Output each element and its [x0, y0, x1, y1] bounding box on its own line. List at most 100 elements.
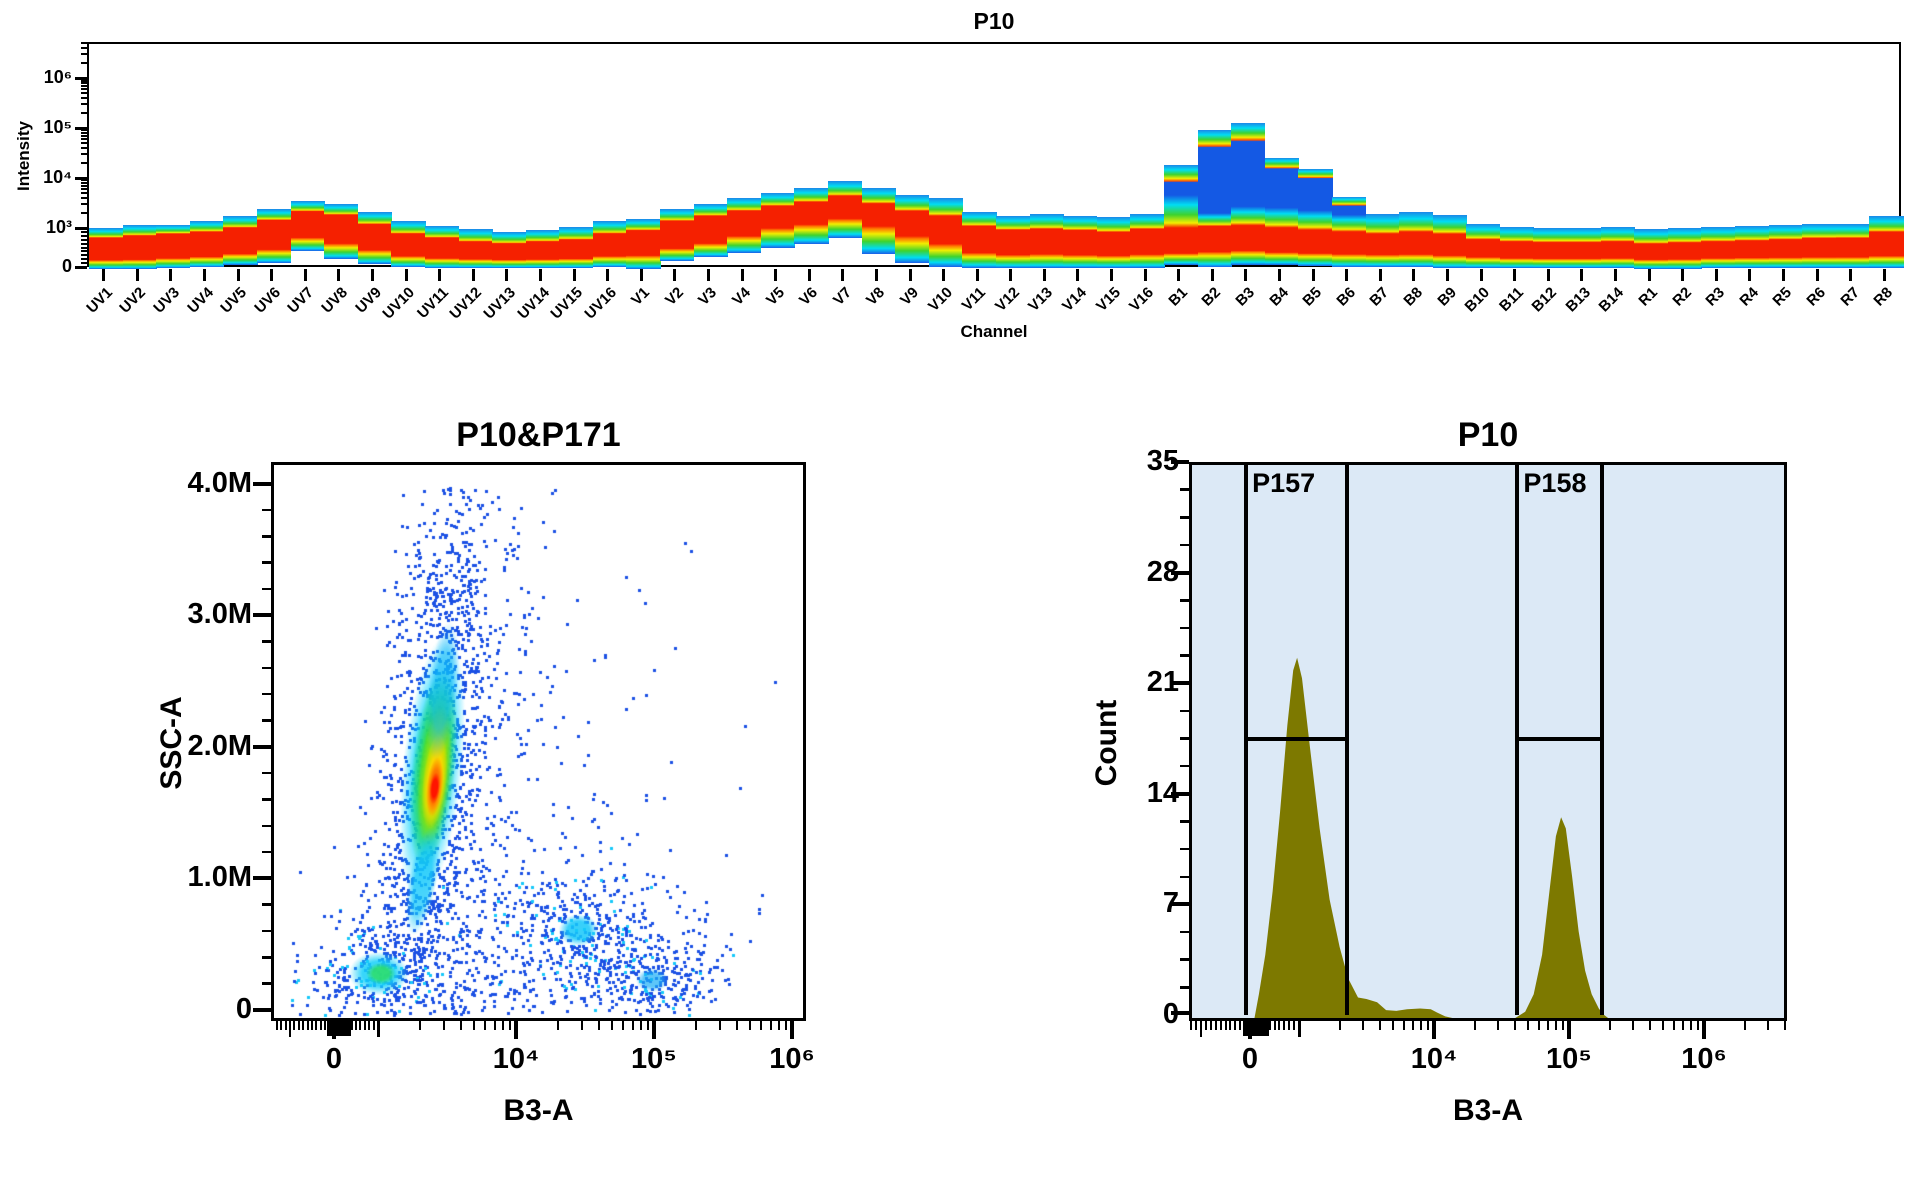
histogram-curve	[1254, 657, 1609, 1018]
x-minor-tick	[1190, 1021, 1193, 1030]
histogram-y-minor-tick	[1180, 986, 1189, 989]
spectral-x-tick	[740, 269, 744, 281]
x-minor-tick	[1273, 1021, 1276, 1030]
histogram-y-minor-tick	[1180, 543, 1189, 547]
scatter-y-minor-tick	[262, 587, 271, 591]
spectral-column-V6	[794, 188, 829, 244]
scatter-y-major-tick	[253, 744, 271, 749]
spectral-y-minor-tick	[81, 112, 87, 115]
spectral-y-minor-tick	[81, 197, 87, 199]
x-tick-label: 10⁴	[1410, 1043, 1458, 1075]
x-minor-tick	[1527, 1021, 1530, 1030]
x-minor-tick	[1632, 1021, 1635, 1030]
spectral-column-UV2	[122, 225, 157, 269]
spectral-y-minor-tick	[81, 203, 87, 206]
spectral-column-R3	[1701, 227, 1736, 269]
gate-bar-P157	[1246, 736, 1348, 741]
scatter-y-tick-label: 4.0M	[187, 466, 252, 499]
histogram-y-major-tick	[1171, 570, 1189, 575]
histogram-plot-area	[1189, 462, 1787, 1021]
histogram-y-minor-tick	[1180, 709, 1189, 713]
spectral-column-B13	[1567, 228, 1602, 269]
x-minor-tick	[1696, 1021, 1699, 1030]
x-major-tick	[332, 1021, 336, 1039]
x-minor-tick	[306, 1021, 309, 1030]
x-minor-tick	[1239, 1021, 1242, 1030]
scatter-y-minor-tick	[262, 561, 271, 564]
x-minor-tick	[1268, 1021, 1271, 1030]
x-minor-tick	[1392, 1021, 1395, 1030]
histogram-y-major-tick	[1171, 1011, 1189, 1015]
spectral-y-minor-tick	[81, 138, 87, 141]
histogram-y-minor-tick	[1180, 516, 1189, 519]
spectral-column-UV1	[89, 228, 124, 269]
scatter-y-minor-tick	[262, 824, 271, 828]
gate-line-right-P157	[1345, 462, 1350, 1015]
spectral-column-B5	[1298, 168, 1333, 267]
histogram-y-tick-label: 7	[1162, 887, 1179, 920]
scatter-y-minor-tick	[262, 508, 271, 512]
spectral-x-tick	[1882, 269, 1886, 281]
scatter-x-axis-label: B3-A	[503, 1094, 574, 1127]
spectral-column-V9	[895, 195, 930, 263]
spectral-y-minor-tick	[81, 192, 87, 195]
scatter-y-tick-label: 1.0M	[187, 861, 252, 894]
x-minor-tick	[556, 1021, 559, 1030]
scatter-y-minor-tick	[262, 771, 271, 775]
spectral-y-minor-tick	[81, 162, 87, 165]
x-minor-tick	[368, 1021, 371, 1030]
x-minor-tick	[1229, 1021, 1232, 1030]
spectral-x-tick	[1009, 269, 1013, 281]
scatter-y-tick-label: 0	[235, 993, 252, 1025]
spectral-column-V15	[1096, 216, 1131, 269]
x-minor-tick	[1362, 1021, 1365, 1030]
spectral-x-tick	[102, 269, 106, 281]
spectral-y-minor-tick	[81, 258, 87, 261]
spectral-x-tick	[438, 269, 442, 281]
spectral-y-minor-tick	[81, 103, 87, 106]
x-major-tick	[514, 1021, 518, 1039]
x-minor-tick	[611, 1021, 614, 1030]
x-minor-tick	[302, 1021, 305, 1030]
spectral-y-minor-tick	[81, 184, 87, 187]
spectral-y-major-tick	[75, 265, 87, 269]
spectral-x-tick	[169, 269, 173, 281]
spectral-y-minor-tick	[81, 82, 87, 85]
x-minor-tick	[460, 1021, 463, 1030]
spectral-x-tick	[1546, 269, 1550, 281]
spectral-x-tick	[807, 269, 811, 281]
x-minor-tick	[769, 1021, 772, 1030]
spectral-column-UV5	[223, 216, 258, 266]
histogram-y-tick-label: 21	[1146, 666, 1179, 699]
spectral-x-tick	[505, 269, 509, 281]
spectral-column-R4	[1735, 226, 1770, 269]
x-tick-label: 0	[325, 1043, 343, 1075]
spectral-x-tick	[1714, 269, 1718, 281]
spectral-column-V1	[626, 218, 661, 269]
spectral-y-tick-label: 10⁶	[43, 67, 72, 88]
spectral-column-B2	[1197, 130, 1232, 267]
spectral-y-minor-tick	[81, 97, 87, 100]
histogram-y-minor-tick	[1180, 737, 1189, 740]
spectral-x-tick	[874, 269, 878, 281]
gate-bar-P158	[1517, 736, 1602, 741]
spectral-column-V14	[1063, 215, 1098, 269]
spectral-y-minor-tick	[81, 238, 87, 241]
spectral-column-B6	[1331, 197, 1367, 268]
spectral-column-B4	[1264, 157, 1299, 266]
x-minor-tick	[1554, 1021, 1557, 1030]
spectral-plot-area	[87, 42, 1904, 269]
gate-line-right-P158	[1599, 462, 1604, 1015]
spectral-y-minor-tick	[81, 47, 87, 50]
x-minor-tick	[718, 1021, 721, 1030]
spectral-y-minor-tick	[81, 134, 87, 137]
x-minor-tick	[1673, 1021, 1676, 1030]
spectral-x-tick	[942, 269, 946, 281]
spectral-x-tick	[1278, 269, 1282, 281]
spectral-column-UV13	[492, 232, 527, 269]
x-minor-tick	[1426, 1021, 1429, 1030]
x-minor-tick	[297, 1021, 300, 1030]
spectral-x-tick	[1378, 269, 1382, 281]
x-minor-tick	[355, 1021, 357, 1030]
x-minor-tick	[1561, 1021, 1564, 1030]
